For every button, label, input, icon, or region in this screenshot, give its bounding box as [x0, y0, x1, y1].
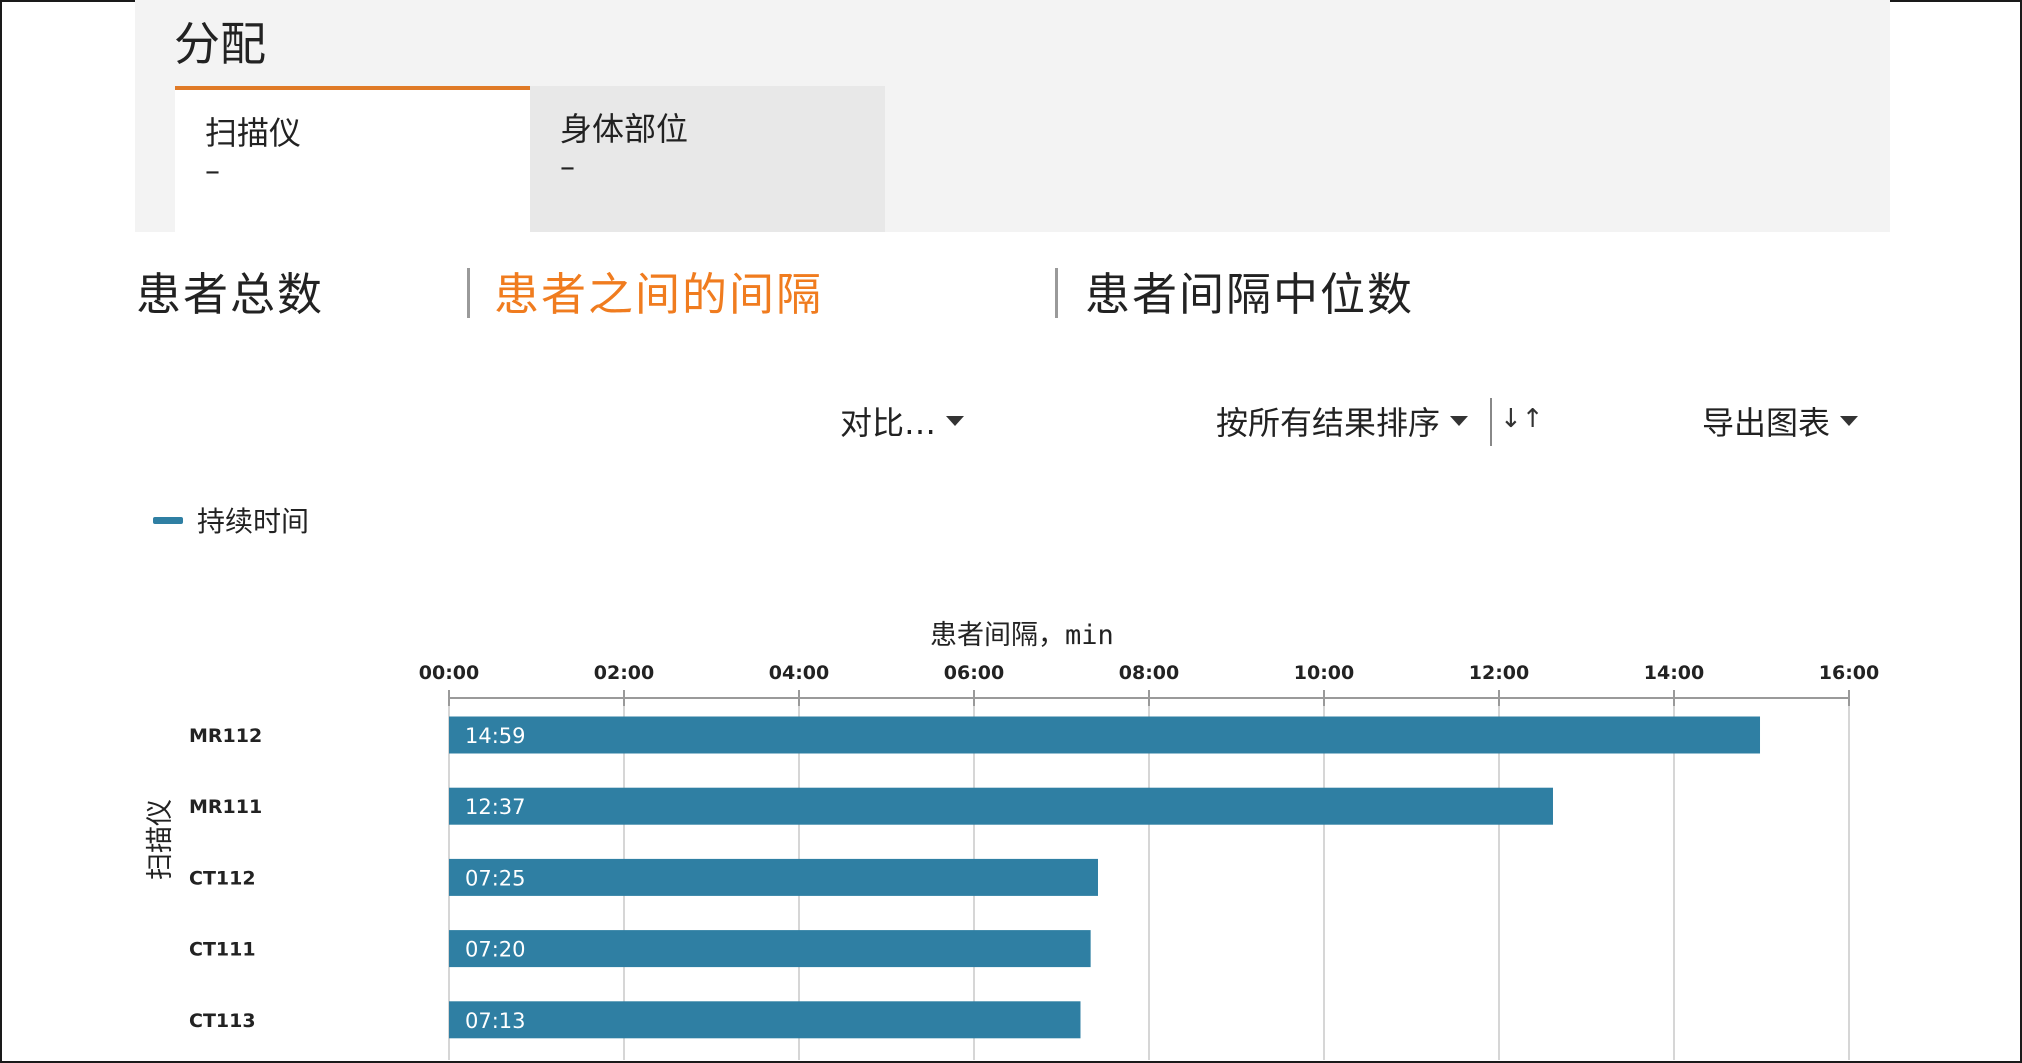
category-label: CT113 [189, 1010, 256, 1032]
tab-total-patients[interactable]: 患者总数 [136, 268, 325, 321]
bar [449, 930, 1091, 968]
category-label: CT111 [189, 939, 256, 961]
bar-value-label: 12:37 [465, 795, 526, 819]
x-axis-ticks: 00:00 02:00 04:00 06:00 08:00 10:00 12:00 14:00… [419, 662, 1879, 706]
bar [449, 787, 1553, 825]
x-tick-label: 02:00 [594, 662, 654, 684]
caret-down-icon [1450, 416, 1469, 426]
x-tick-label: 08:00 [1119, 662, 1179, 684]
caret-down-icon [1840, 416, 1859, 426]
distribution-panel: 分配 扫描仪 – 身体部位 – [135, 0, 1890, 232]
caret-down-icon [946, 416, 965, 426]
x-axis-title: 患者间隔，min [930, 620, 1114, 651]
grid-lines [448, 697, 1850, 1060]
panel-title: 分配 [174, 17, 266, 71]
x-tick-label: 16:00 [1819, 662, 1879, 684]
compare-label: 对比… [840, 404, 937, 442]
tab-body-part[interactable]: 身体部位 – [530, 86, 885, 232]
category-label: MR111 [189, 796, 262, 818]
tab-divider [1055, 268, 1058, 318]
bar [449, 858, 1098, 896]
export-label: 导出图表 [1702, 404, 1831, 442]
bar-value-label: 07:13 [465, 1009, 526, 1033]
category-labels: MR112 MR111 CT112 CT111 CT113 [189, 725, 262, 1032]
tab-scanner[interactable]: 扫描仪 – [175, 86, 530, 232]
chart-legend[interactable]: 持续时间 [153, 500, 309, 540]
bar [449, 716, 1761, 754]
sort-direction-icon[interactable]: ↓↑ [1500, 404, 1544, 434]
bar-value-label: 07:25 [465, 866, 526, 890]
tab-body-part-value: – [560, 150, 575, 185]
tab-interval-between-patients[interactable]: 患者之间的间隔 [494, 268, 824, 321]
bar-value-label: 07:20 [465, 938, 526, 962]
x-tick-label: 04:00 [769, 662, 829, 684]
bar [449, 1001, 1081, 1039]
tab-scanner-value: – [205, 154, 220, 189]
category-label: CT112 [189, 867, 256, 889]
tab-scanner-label: 扫描仪 [205, 114, 302, 152]
x-tick-label: 14:00 [1644, 662, 1704, 684]
legend-swatch [153, 516, 183, 524]
x-tick-label: 00:00 [419, 662, 479, 684]
sort-dropdown[interactable]: 按所有结果排序 [1216, 398, 1469, 444]
compare-dropdown[interactable]: 对比… [840, 398, 965, 444]
x-tick-label: 06:00 [944, 662, 1004, 684]
category-label: MR112 [189, 725, 262, 747]
sort-label: 按所有结果排序 [1216, 404, 1441, 442]
toolbar-divider [1490, 398, 1492, 446]
tab-median-interval[interactable]: 患者间隔中位数 [1085, 268, 1415, 321]
x-tick-label: 12:00 [1469, 662, 1529, 684]
export-chart-dropdown[interactable]: 导出图表 [1702, 398, 1859, 444]
legend-label: 持续时间 [197, 505, 310, 538]
tab-body-part-label: 身体部位 [560, 110, 689, 148]
tab-divider [467, 268, 470, 318]
bar-value-label: 14:59 [465, 724, 526, 748]
x-tick-label: 10:00 [1294, 662, 1354, 684]
bars: 14:59 12:37 07:25 07:20 07:13 [449, 716, 1761, 1039]
